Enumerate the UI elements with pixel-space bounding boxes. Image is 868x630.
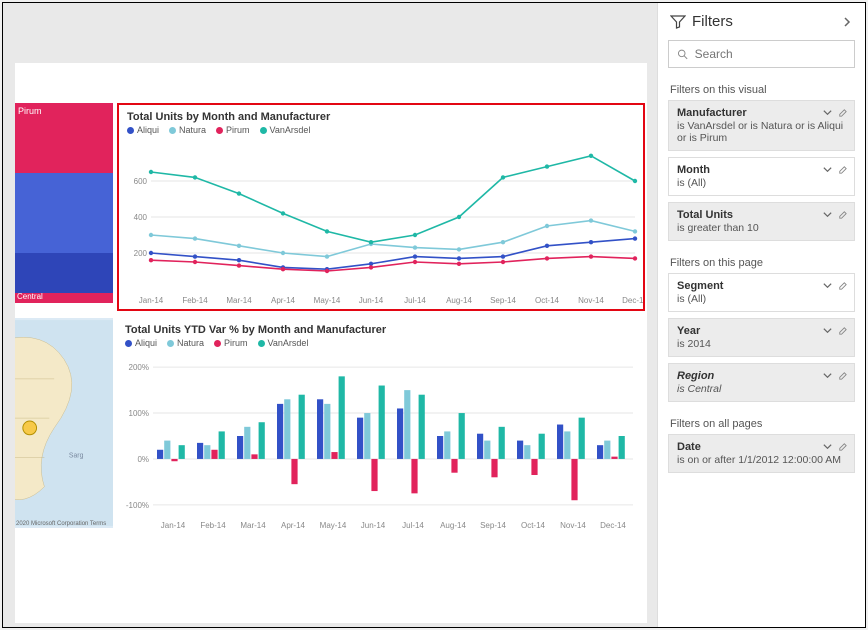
chevron-right-icon[interactable]	[841, 16, 853, 28]
svg-text:Jun-14: Jun-14	[359, 296, 384, 305]
svg-text:200: 200	[134, 249, 148, 258]
svg-text:Nov-14: Nov-14	[560, 521, 586, 530]
card-title: Date	[677, 441, 846, 453]
eraser-icon[interactable]	[837, 370, 848, 381]
chevron-down-icon[interactable]	[822, 107, 833, 118]
chevron-down-icon[interactable]	[822, 441, 833, 452]
svg-text:Aug-14: Aug-14	[440, 521, 466, 530]
filter-card-year[interactable]: Year is 2014	[668, 318, 855, 357]
svg-text:May-14: May-14	[320, 521, 347, 530]
bar-chart-visual[interactable]: Total Units YTD Var % by Month and Manuf…	[117, 318, 645, 538]
svg-text:Jan-14: Jan-14	[139, 296, 164, 305]
card-title: Manufacturer	[677, 107, 846, 119]
svg-text:Jul-14: Jul-14	[404, 296, 426, 305]
eraser-icon[interactable]	[837, 280, 848, 291]
svg-text:Oct-14: Oct-14	[521, 521, 546, 530]
card-sub: is on or after 1/1/2012 12:00:00 AM	[677, 454, 846, 466]
card-title: Month	[677, 164, 846, 176]
card-title: Total Units	[677, 209, 846, 221]
treemap-tile-blue2[interactable]	[15, 253, 113, 293]
svg-text:Sep-14: Sep-14	[490, 296, 516, 305]
svg-text:200%: 200%	[129, 363, 149, 372]
treemap-tile-blue1[interactable]	[15, 173, 113, 253]
card-title: Year	[677, 325, 846, 337]
svg-text:Sep-14: Sep-14	[480, 521, 506, 530]
svg-text:Feb-14: Feb-14	[182, 296, 208, 305]
map-visual[interactable]: Sarg 2020 Microsoft Corporation Terms	[15, 318, 113, 528]
chevron-down-icon[interactable]	[822, 209, 833, 220]
card-sub: is (All)	[677, 177, 846, 189]
card-sub: is (All)	[677, 293, 846, 305]
svg-text:Apr-14: Apr-14	[271, 296, 296, 305]
chevron-down-icon[interactable]	[822, 370, 833, 381]
chevron-down-icon[interactable]	[822, 164, 833, 175]
filters-search[interactable]	[668, 40, 855, 68]
section-page-label: Filters on this page	[658, 251, 865, 273]
filter-card-total-units[interactable]: Total Units is greater than 10	[668, 202, 855, 241]
filter-card-segment[interactable]: Segment is (All)	[668, 273, 855, 312]
card-title: Region	[677, 370, 846, 382]
filter-card-region[interactable]: Region is Central	[668, 363, 855, 402]
card-sub: is VanArsdel or is Natura or is Aliqui o…	[677, 120, 846, 144]
search-input[interactable]	[695, 47, 846, 61]
filter-card-month[interactable]: Month is (All)	[668, 157, 855, 196]
svg-text:400: 400	[134, 213, 148, 222]
filters-title: Filters	[692, 13, 733, 30]
chevron-down-icon[interactable]	[822, 280, 833, 291]
svg-text:Jul-14: Jul-14	[402, 521, 424, 530]
filter-card-date[interactable]: Date is on or after 1/1/2012 12:00:00 AM	[668, 434, 855, 473]
card-sub: is greater than 10	[677, 222, 846, 234]
svg-text:Oct-14: Oct-14	[535, 296, 560, 305]
treemap-tile-central[interactable]: Central	[15, 293, 113, 303]
svg-text:600: 600	[134, 177, 148, 186]
card-sub: is 2014	[677, 338, 846, 350]
map-credits: 2020 Microsoft Corporation Terms	[16, 521, 106, 527]
svg-text:Mar-14: Mar-14	[240, 521, 266, 530]
search-icon	[677, 48, 689, 61]
svg-text:Apr-14: Apr-14	[281, 521, 306, 530]
svg-text:Sarg: Sarg	[69, 452, 84, 459]
chart2-title: Total Units YTD Var % by Month and Manuf…	[117, 318, 645, 338]
chart1-title: Total Units by Month and Manufacturer	[119, 105, 643, 125]
eraser-icon[interactable]	[837, 107, 848, 118]
filter-icon	[670, 14, 686, 30]
card-title: Segment	[677, 280, 846, 292]
svg-text:Mar-14: Mar-14	[226, 296, 252, 305]
chart2-legend: AliquiNaturaPirumVanArsdel	[117, 338, 645, 352]
svg-text:Dec-14: Dec-14	[622, 296, 643, 305]
svg-text:0%: 0%	[137, 455, 149, 464]
card-sub: is Central	[677, 383, 846, 395]
treemap-tile-pirum[interactable]: Pirum	[15, 103, 113, 173]
eraser-icon[interactable]	[837, 164, 848, 175]
eraser-icon[interactable]	[837, 325, 848, 336]
svg-text:Jan-14: Jan-14	[161, 521, 186, 530]
line-chart-visual[interactable]: Total Units by Month and Manufacturer Al…	[117, 103, 645, 311]
svg-text:Feb-14: Feb-14	[200, 521, 226, 530]
svg-text:Aug-14: Aug-14	[446, 296, 472, 305]
filter-card-manufacturer[interactable]: Manufacturer is VanArsdel or is Natura o…	[668, 100, 855, 151]
svg-text:Dec-14: Dec-14	[600, 521, 626, 530]
svg-text:Jun-14: Jun-14	[361, 521, 386, 530]
svg-text:-100%: -100%	[126, 501, 149, 510]
eraser-icon[interactable]	[837, 441, 848, 452]
report-canvas-area: obvience llc © Pirum Central Sarg 20	[3, 3, 659, 627]
chart1-plot: 200 400 600 Jan-14 Feb-14 Mar-14 Apr-14 May-14 J…	[119, 139, 643, 307]
eraser-icon[interactable]	[837, 209, 848, 220]
section-all-label: Filters on all pages	[658, 412, 865, 434]
chevron-down-icon[interactable]	[822, 325, 833, 336]
svg-text:100%: 100%	[129, 409, 149, 418]
chart2-plot: -100% 0% 100% 200% Jan-14 Feb-14 Mar-14 Apr-14 M…	[117, 352, 641, 532]
treemap-visual[interactable]: Pirum Central	[15, 103, 113, 303]
section-visual-label: Filters on this visual	[658, 78, 865, 100]
filters-panel: Filters Filters on this visual Manufactu…	[657, 3, 865, 627]
svg-text:Nov-14: Nov-14	[578, 296, 604, 305]
svg-text:May-14: May-14	[314, 296, 341, 305]
chart1-legend: AliquiNaturaPirumVanArsdel	[119, 125, 643, 139]
